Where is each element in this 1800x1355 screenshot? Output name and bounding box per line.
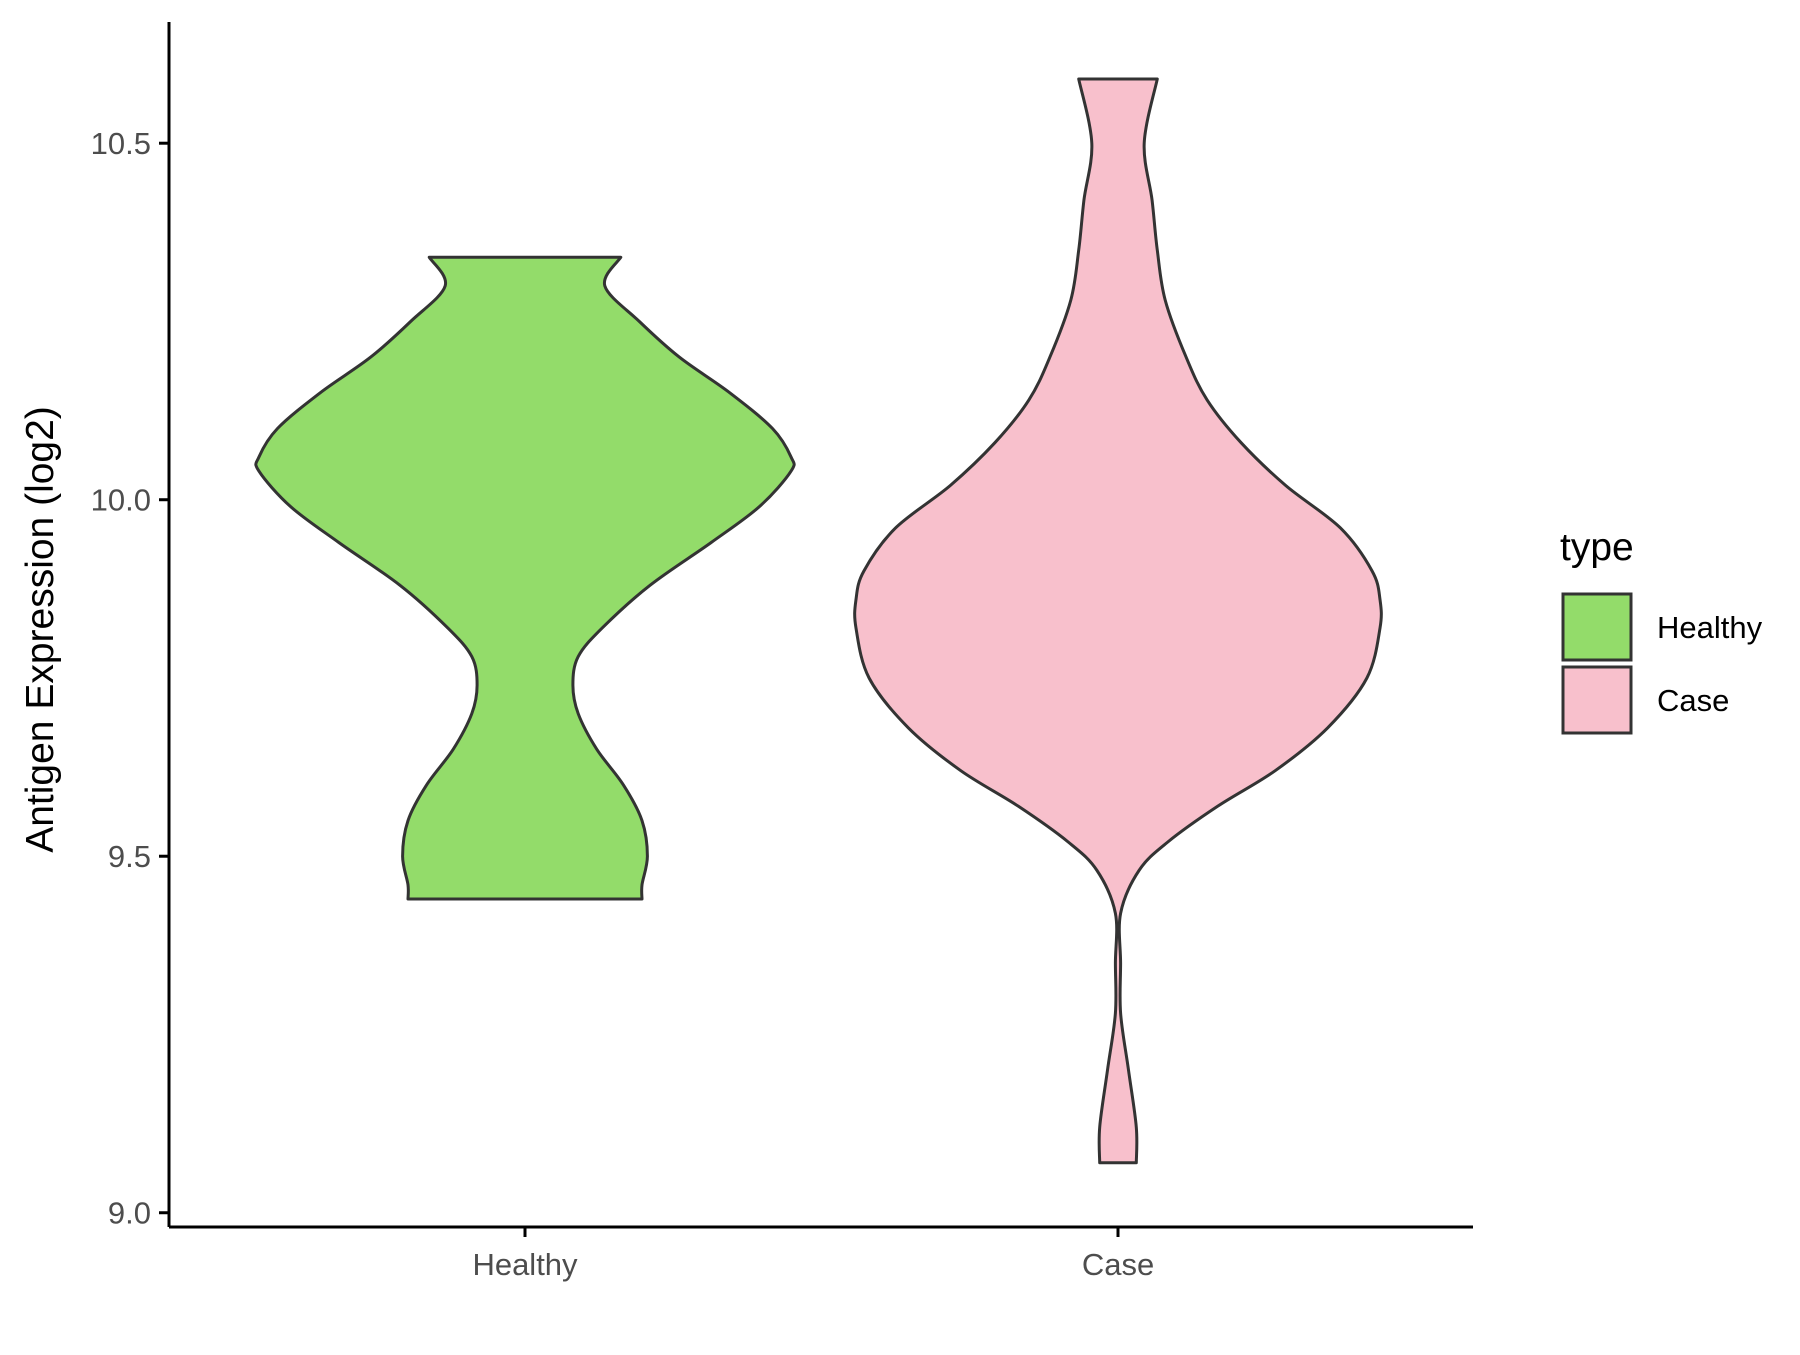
y-axis-ticks: 9.0 9.5 10.0 10.5: [91, 126, 169, 1231]
violin-case: [853, 77, 1383, 1165]
legend-label-case: Case: [1657, 683, 1729, 718]
legend-entries: Healthy Case: [1561, 592, 1763, 735]
x-axis-ticks: Healthy Case: [472, 1227, 1154, 1282]
x-tick-label-healthy: Healthy: [472, 1247, 578, 1282]
legend-swatch-healthy: [1561, 592, 1633, 662]
y-tick-label: 10.0: [91, 483, 151, 518]
violins-layer: [254, 77, 1383, 1165]
legend: type Healthy Case: [1560, 526, 1763, 735]
legend-swatch-case: [1561, 665, 1633, 735]
y-tick-label: 9.5: [108, 839, 151, 874]
y-axis-title: Antigen Expression (log2): [19, 406, 62, 853]
legend-label-healthy: Healthy: [1657, 610, 1763, 645]
y-tick-label: 10.5: [91, 126, 151, 161]
x-tick-label-case: Case: [1082, 1247, 1154, 1282]
y-tick-label: 9.0: [108, 1196, 151, 1231]
legend-title: type: [1560, 526, 1634, 569]
violin-healthy: [254, 255, 796, 901]
